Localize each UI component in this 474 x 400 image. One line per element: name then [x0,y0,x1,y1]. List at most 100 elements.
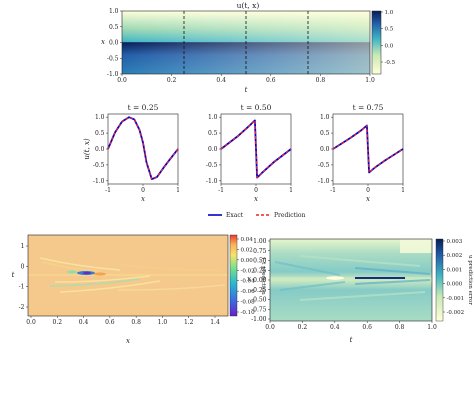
error-heatmap-streaks [270,239,432,301]
ft-spike-purple [83,271,91,275]
slice-y-tick-label: -1.0 [93,178,105,185]
slice-y-tick-label: 1.0 [208,114,218,121]
ft-streak [54,275,151,283]
error-y-tick-label: 0.50 [253,258,267,265]
slice-x-tick-label: -1 [105,187,111,194]
error-y-tick-label: -0.75 [251,306,267,313]
error-colorbar-tick-label: 0.000 [447,282,463,288]
ft-y-tick-label: 0 [21,263,25,270]
error-streak [299,255,421,267]
solution-y-tick-label: 0.0 [109,40,119,47]
ft-heatmap-frame [27,234,229,317]
ft-colorbar-tick-label: -0.02 [241,268,255,274]
solution-y-ticks: 1.0 0.5 0.0 -0.5 -1.0 [107,8,122,78]
error-y-tick-label: 0.75 [253,248,267,255]
slice-y-tick-label: 1.0 [320,114,330,121]
solution-x-tick-label: 1.0 [365,77,375,84]
ft-x-tick-label: 1.4 [210,319,220,326]
error-colorbar-tick-label: -0.001 [447,296,465,302]
solution-colorbar-ticks: 1.0 0.5 0.0 -0.5 [381,10,396,66]
ft-streak [41,261,101,272]
slice-y-tick-label: 0.5 [208,130,218,137]
ft-streak [119,264,221,271]
ft-streak [49,278,141,287]
solution-y-tick-label: 1.0 [109,8,119,15]
error-y-ticks: 1.00 0.75 0.50 0.25 0.00 -0.25 -0.50 -0.75 -1.00 [251,238,270,323]
slice-x-tick-label: -1 [330,187,336,194]
error-x-tick-label: 0.2 [298,324,308,331]
slice-title: t = 0.25 [128,103,159,112]
slice-x-tick-label: 0 [254,187,258,194]
error-y-tick-label: 0.25 [253,267,267,274]
slice-prediction-line [107,116,179,180]
ft-colorbar [229,234,238,317]
error-colorbar-ticks: 0.003 0.002 0.001 0.000 -0.001 -0.002 [443,239,464,316]
ft-spike-orange [94,272,106,276]
ft-x-tick-label: 0.0 [26,319,36,326]
error-y-tick-label: -1.00 [251,316,267,323]
solution-colorbar-tick-label: 0.0 [385,43,394,49]
slice-y-tick-label: -0.5 [206,162,218,169]
slice-y-label: u(t, x) [83,138,91,159]
error-y-tick-label: 1.00 [253,238,267,245]
error-x-ticks: 0.0 0.2 0.4 0.6 0.8 1.0 [265,321,437,331]
slice-panels: t = 0.25 -1 0 1 1.0 0.5 0.0 -0.5 -1.0 x u(t, x) t =… [83,103,405,203]
slice-y-tick-label: -1.0 [206,178,218,185]
slice-x-tick-label: -1 [218,187,224,194]
error-x-tick-label: 0.6 [362,324,372,331]
slice-y-tick-label: -1.0 [318,178,330,185]
error-x-label: t [350,336,353,344]
solution-x-tick-label: 0.0 [117,77,127,84]
ft-colorbar-tick-label: -0.04 [241,279,256,285]
legend: Exact Prediction [208,212,306,219]
error-colorbar [435,238,444,322]
error-colorbar-label: u prediction error [467,255,473,305]
slice-x-label: x [254,195,258,203]
ft-x-ticks: 0.0 0.2 0.4 0.6 0.8 1.0 1.2 1.4 [26,316,220,326]
slice-prediction-line [332,124,404,174]
error-y-label: x [247,275,251,283]
ft-streak [117,284,226,291]
solution-y-tick-label: -1.0 [107,71,119,78]
ft-streak [59,280,161,293]
solution-colorbar-tick-label: 0.5 [385,27,394,33]
ft-x-tick-label: 0.4 [79,319,89,326]
solution-x-tick-label: 0.6 [266,77,276,84]
ft-y-tick-label: -2 [19,304,25,311]
slice-y-tick-label: 0.5 [320,130,330,137]
error-colorbar-tick-label: 0.003 [447,239,463,245]
slice-title: t = 0.75 [353,103,384,112]
slice-panel-0.25: t = 0.25 -1 0 1 1.0 0.5 0.0 -0.5 -1.0 x u(t, x) [83,103,180,203]
error-corner-light [400,239,432,253]
slice-y-tick-label: 0.0 [320,146,330,153]
error-x-tick-label: 0.4 [330,324,340,331]
ft-x-tick-label: 0.6 [105,319,115,326]
solution-colorbar [371,10,382,75]
slice-y-tick-label: -0.5 [318,162,330,169]
error-streak [299,291,426,301]
solution-heatmap-title: u(t, x) [237,1,260,10]
ft-colorbar-ticks: 0.04 0.02 0.00 -0.02 -0.04 -0.06 -0.08 -0.10 [237,237,255,316]
solution-x-label: t [245,86,248,94]
ft-colorbar-tick-label: -0.10 [241,310,256,316]
slice-prediction-line [220,119,292,179]
slice-x-tick-label: 1 [289,187,293,194]
solution-y-label: x [101,38,105,46]
ft-x-tick-label: 1.2 [184,319,194,326]
error-streak [279,281,346,291]
error-x-tick-label: 1.0 [427,324,437,331]
solution-x-tick-label: 0.8 [316,77,326,84]
slice-y-tick-label: 0.5 [95,130,105,137]
slice-y-tick-label: 0.0 [208,146,218,153]
slice-x-tick-label: 1 [401,187,405,194]
ft-y-label: t [12,271,15,279]
ft-x-tick-label: 0.2 [53,319,63,326]
error-panel: 0.0 0.2 0.4 0.6 0.8 1.0 1.00 0.75 0.50 0.25 0.00 -… [247,238,473,344]
slice-panel-0.50: t = 0.50 -1 0 1 1.0 0.5 0.0 -0.5 -1.0 x [206,103,293,203]
solution-y-tick-label: -0.5 [107,55,119,62]
slice-x-tick-label: 0 [366,187,370,194]
ft-colorbar-tick-label: -0.06 [241,289,256,295]
error-y-tick-label: -0.50 [251,297,267,304]
ft-colorbar-tick-label: 0.00 [241,258,254,264]
